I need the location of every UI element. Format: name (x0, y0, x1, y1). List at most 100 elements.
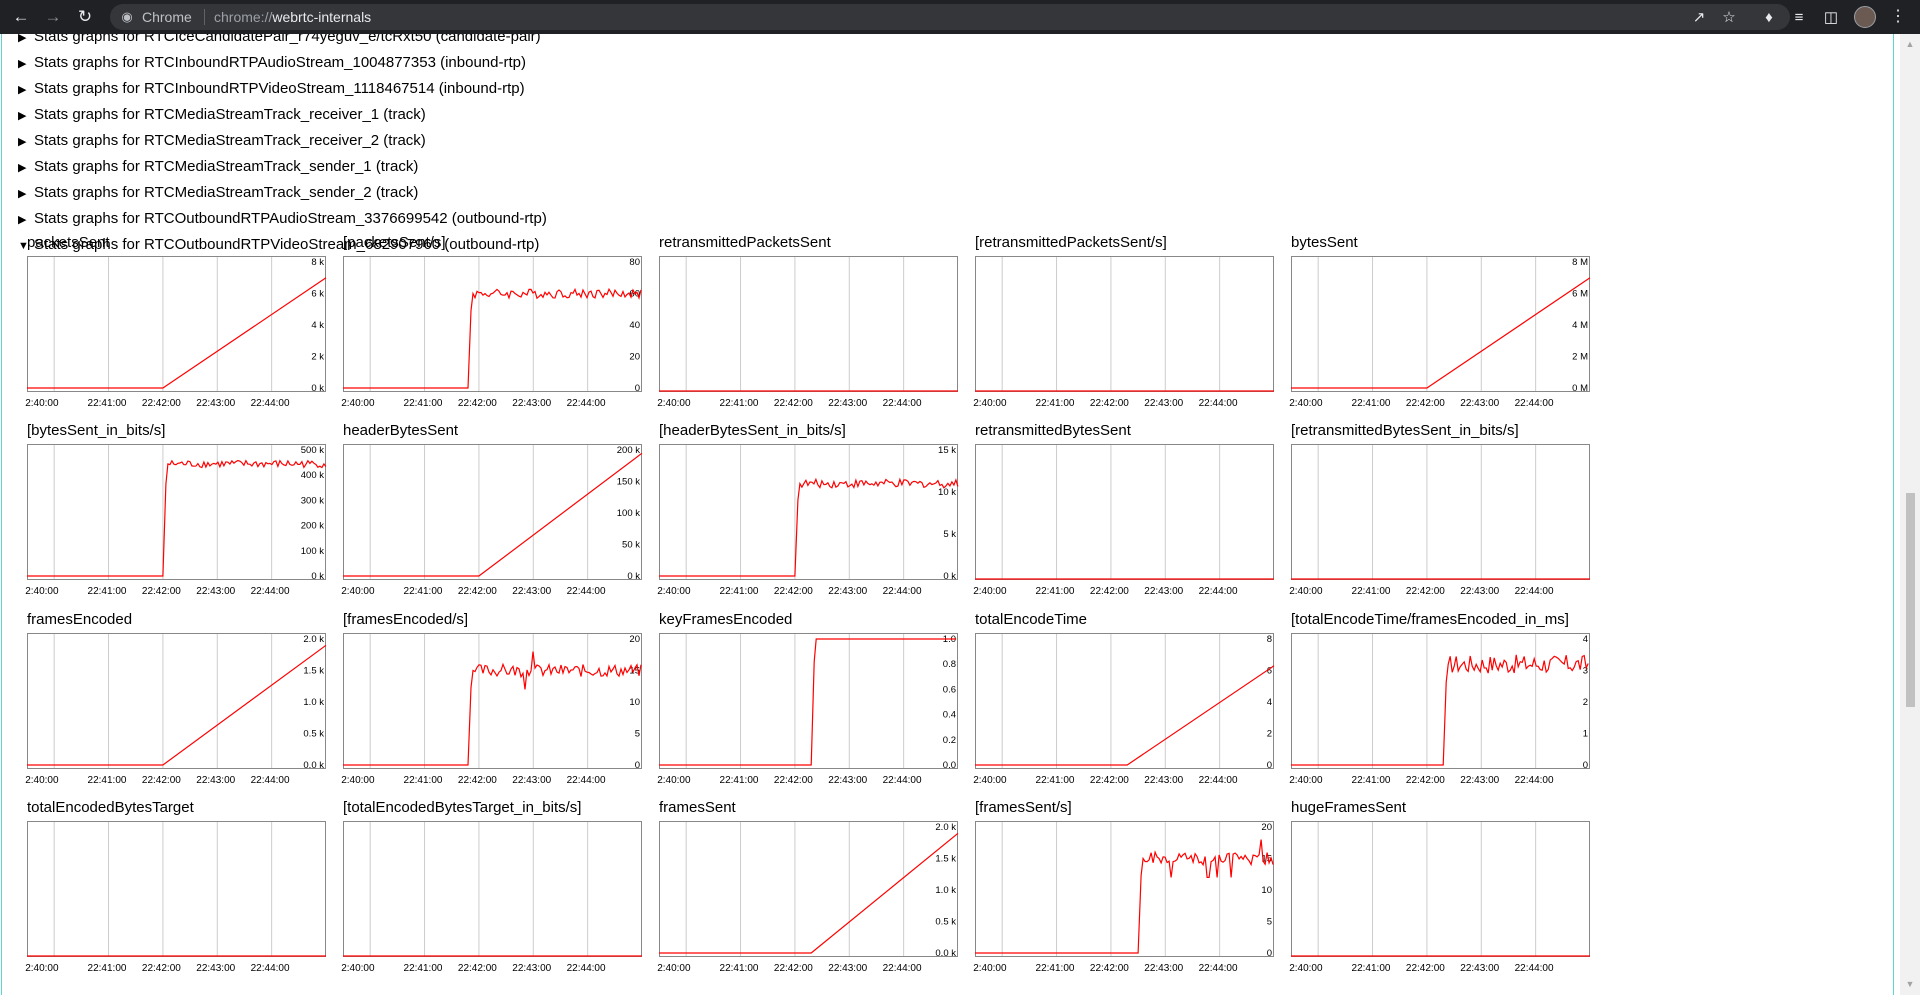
x-tick-label: 22:41:00 (404, 775, 443, 786)
x-tick-label: 22:43:00 (512, 963, 551, 974)
site-info-icon[interactable]: ◉ (121, 9, 133, 24)
side-panel-icon[interactable]: ◫ (1823, 9, 1839, 26)
star-icon[interactable]: ☆ (1722, 9, 1736, 26)
stats-row[interactable]: ▶ Stats graphs for RTCInboundRTPAudioStre… (18, 51, 526, 75)
stats-row[interactable]: ▼ Stats graphs for RTCOutboundRTPVideoStr… (18, 233, 539, 257)
y-tick-label: 0 k (311, 571, 324, 582)
x-tick-label: 22:42:00 (458, 398, 497, 409)
x-tick-label: 22:43:00 (828, 963, 867, 974)
omnibox[interactable]: ◉ Chrome chrome://webrtc-internals (110, 4, 1790, 30)
y-tick-label: 0.2 (943, 735, 956, 746)
reading-list-icon[interactable]: ≡ (1794, 8, 1804, 26)
y-tick-label: 0.0 (943, 760, 956, 771)
url-scheme: chrome:// (214, 9, 273, 25)
stats-graph: 2:40:00 22:41:00 22:42:00 22:43:00 22:44:00 (1289, 444, 1590, 598)
expand-triangle-right-icon[interactable]: ▶ (18, 214, 27, 226)
x-tick-label: 22:44:00 (567, 398, 606, 409)
x-tick-label: 22:43:00 (1144, 586, 1183, 597)
expand-triangle-right-icon[interactable]: ▶ (18, 162, 27, 174)
y-tick-label: 400 k (301, 470, 324, 481)
plot-area (343, 256, 642, 392)
reload-icon[interactable]: ↻ (77, 7, 93, 26)
scroll-up-arrow-icon[interactable]: ▲ (1905, 39, 1915, 49)
expand-triangle-right-icon[interactable]: ▶ (18, 84, 27, 96)
browser-toolbar: ← → ↻ ◉ Chrome chrome://webrtc-internals… (0, 0, 1920, 34)
x-tick-label: 22:42:00 (458, 775, 497, 786)
y-tick-label: 4 (1583, 634, 1588, 645)
graph-title: totalEncodedBytesTarget (27, 799, 194, 816)
profile-avatar[interactable] (1854, 6, 1876, 28)
plot-area (975, 256, 1274, 392)
y-tick-label: 8 k (311, 257, 324, 268)
x-tick-label: 22:43:00 (196, 775, 235, 786)
x-tick-label: 22:43:00 (1460, 398, 1499, 409)
omnibox-url[interactable]: chrome://webrtc-internals (214, 8, 371, 26)
series-line (1291, 277, 1591, 389)
back-arrow-icon[interactable]: ← (12, 7, 30, 26)
x-tick-label: 22:41:00 (1036, 963, 1075, 974)
x-tick-label: 22:44:00 (883, 586, 922, 597)
y-tick-label: 2 (1267, 729, 1272, 740)
stats-graph: 2:40:00 22:41:00 22:42:00 22:43:00 22:44:00 1… (657, 633, 958, 787)
x-tick-label: 2:40:00 (341, 586, 375, 597)
x-tick-label: 22:44:00 (1515, 963, 1554, 974)
stats-row[interactable]: ▶ Stats graphs for RTCMediaStreamTrack_re… (18, 129, 426, 153)
graph-svg: 2:40:00 22:41:00 22:42:00 22:43:00 22:44:00 4… (1289, 633, 1590, 786)
series-line (659, 638, 957, 766)
scroll-down-arrow-icon[interactable]: ▼ (1905, 979, 1915, 989)
stats-row[interactable]: ▶ Stats graphs for RTCMediaStreamTrack_se… (18, 181, 418, 205)
graph-svg: 2:40:00 22:41:00 22:42:00 22:43:00 22:44:00 (341, 821, 642, 974)
x-tick-label: 22:41:00 (404, 586, 443, 597)
expand-triangle-right-icon[interactable]: ▶ (18, 110, 27, 122)
stats-row[interactable]: ▶ Stats graphs for RTCOutboundRTPAudioStr… (18, 207, 547, 231)
x-tick-label: 22:41:00 (88, 398, 127, 409)
stats-row[interactable]: ▶ Stats graphs for RTCMediaStreamTrack_se… (18, 155, 418, 179)
expand-triangle-right-icon[interactable]: ▶ (18, 58, 27, 70)
series-line (343, 287, 642, 389)
x-tick-label: 2:40:00 (973, 775, 1007, 786)
x-tick-label: 22:42:00 (1090, 586, 1129, 597)
x-tick-label: 2:40:00 (1289, 398, 1323, 409)
stats-graph: 2:40:00 22:41:00 22:42:00 22:43:00 22:44:00 (25, 821, 326, 975)
expand-triangle-right-icon[interactable]: ▶ (18, 34, 27, 44)
y-tick-label: 1.0 k (935, 885, 956, 896)
stats-row[interactable]: ▶ Stats graphs for RTCMediaStreamTrack_re… (18, 103, 426, 127)
plot-area (27, 821, 326, 957)
scrollbar-thumb[interactable] (1906, 493, 1915, 707)
y-tick-label: 0 (635, 760, 640, 771)
stats-row-label: Stats graphs for RTCInboundRTPAudioStrea… (34, 54, 526, 71)
y-tick-label: 0.8 (943, 659, 956, 670)
y-tick-label: 6 k (311, 289, 324, 300)
stats-graph: 2:40:00 22:41:00 22:42:00 22:43:00 22:44:00 (973, 256, 1274, 410)
plot-area (659, 633, 958, 769)
y-tick-label: 2 k (311, 352, 324, 363)
x-tick-label: 22:43:00 (1144, 775, 1183, 786)
graph-title: [retransmittedBytesSent_in_bits/s] (1291, 422, 1519, 439)
plot-area (1291, 633, 1590, 769)
y-tick-label: 10 k (938, 487, 956, 498)
y-tick-label: 5 (1267, 917, 1272, 928)
graph-title: [headerBytesSent_in_bits/s] (659, 422, 846, 439)
plot-area (343, 821, 642, 957)
share-icon[interactable]: ↗ (1692, 9, 1706, 26)
vertical-scrollbar[interactable]: ▲ ▼ (1900, 34, 1920, 995)
y-tick-label: 0 k (311, 383, 324, 394)
graph-svg: 2:40:00 22:41:00 22:42:00 22:43:00 22:44:00 5… (25, 444, 327, 597)
graph-svg: 2:40:00 22:41:00 22:42:00 22:43:00 22:44:00 (973, 444, 1274, 597)
forward-arrow-icon[interactable]: → (44, 7, 62, 26)
extensions-puzzle-icon[interactable]: ♦ (1765, 8, 1773, 26)
kebab-menu-icon[interactable]: ⋮ (1890, 8, 1906, 25)
graph-svg: 2:40:00 22:41:00 22:42:00 22:43:00 22:44:00 8… (973, 633, 1275, 786)
x-tick-label: 2:40:00 (1289, 586, 1323, 597)
x-tick-label: 22:44:00 (251, 775, 290, 786)
y-tick-label: 6 (1267, 666, 1272, 677)
stats-row[interactable]: ▶ Stats graphs for RTCInboundRTPVideoStre… (18, 77, 525, 101)
x-tick-label: 22:44:00 (251, 398, 290, 409)
x-tick-label: 22:42:00 (1406, 586, 1445, 597)
expand-triangle-right-icon[interactable]: ▶ (18, 136, 27, 148)
expand-triangle-right-icon[interactable]: ▶ (18, 188, 27, 200)
x-tick-label: 22:44:00 (567, 963, 606, 974)
y-tick-label: 0.4 (943, 710, 956, 721)
expand-triangle-down-icon[interactable]: ▼ (18, 240, 29, 252)
stats-row[interactable]: ▶ Stats graphs for RTCIceCandidatePair_r7… (18, 34, 541, 49)
